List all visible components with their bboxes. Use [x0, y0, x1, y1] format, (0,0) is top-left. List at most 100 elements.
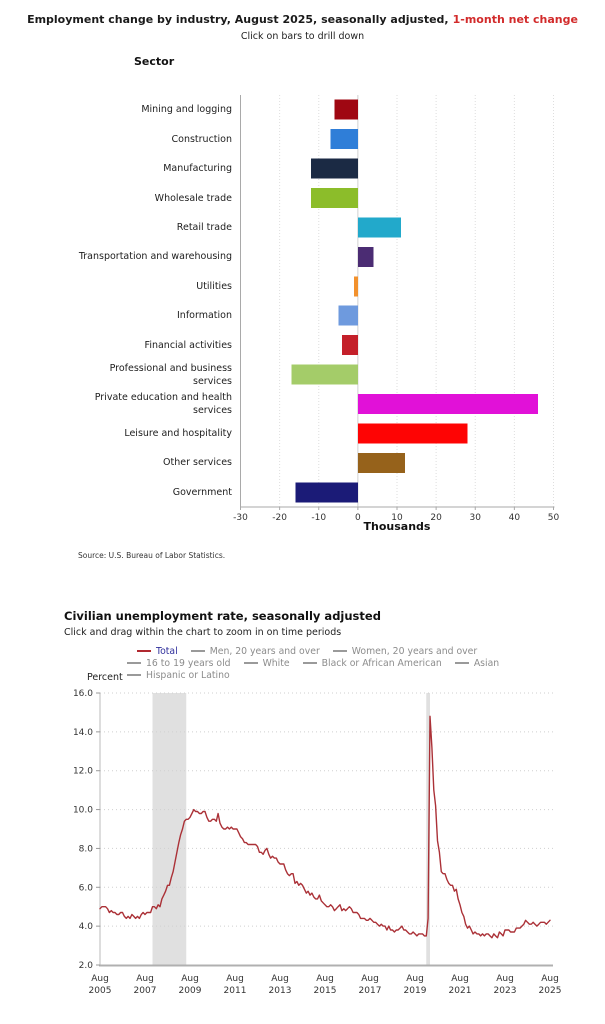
legend-item-hispanic-or-latino[interactable]: Hispanic or Latino — [127, 670, 230, 681]
legend-swatch-icon — [243, 662, 258, 664]
bar-other-services[interactable] — [357, 452, 405, 473]
category-label-mining-and-logging: Mining and logging — [141, 104, 232, 116]
line-chart-subtitle: Click and drag within the chart to zoom … — [64, 627, 342, 638]
y-tick-label: 6.0 — [79, 883, 94, 893]
series-line-total — [99, 715, 551, 939]
y-tick-label: 2.0 — [79, 961, 94, 971]
y-tick-label: 8.0 — [79, 844, 94, 854]
bar-chart-subtitle: Click on bars to drill down — [240, 31, 365, 42]
category-label-government: Government — [172, 486, 232, 498]
x-tick-label-month: Aug — [541, 974, 559, 984]
x-tick-label: 30 — [470, 513, 482, 523]
source-note: Source: U.S. Bureau of Labor Statistics. — [78, 551, 226, 560]
x-tick-label-month: Aug — [361, 974, 379, 984]
x-tick-label-month: Aug — [406, 974, 424, 984]
legend-label: Total — [156, 645, 178, 657]
bar-utilities[interactable] — [353, 276, 358, 297]
legend-item-total[interactable]: Total — [137, 646, 178, 657]
legend-swatch-icon — [454, 662, 469, 664]
x-tick-label: 40 — [509, 513, 521, 523]
category-label-construction: Construction — [171, 133, 233, 145]
legend-swatch-icon — [137, 650, 151, 652]
recession-band — [152, 693, 187, 965]
x-tick-label-year: 2007 — [134, 986, 157, 996]
y-tick-label: 16.0 — [73, 689, 93, 699]
legend-item-men-20-years-and-over[interactable]: Men, 20 years and over — [190, 645, 320, 657]
legend-label: Hispanic or Latino — [146, 669, 230, 681]
x-tick-label-year: 2017 — [359, 986, 382, 996]
bar-chart-plot: -30 -20 -10 0 10 20 30 40 50 — [233, 95, 559, 523]
bar-construction[interactable] — [330, 129, 358, 150]
category-label-wholesale-trade: Wholesale trade — [154, 192, 232, 204]
legend-item-white[interactable]: White — [243, 657, 290, 669]
legend-item-black-or-african-american[interactable]: Black or African American — [302, 657, 442, 669]
y-tick-label: 12.0 — [73, 767, 93, 777]
category-label-professional-and-business-services: Professional and business services — [109, 362, 232, 387]
x-tick-label-year: 2009 — [179, 986, 202, 996]
x-tick-label-month: Aug — [316, 974, 334, 984]
x-tick-label-year: 2005 — [89, 986, 112, 996]
x-tick-label-year: 2025 — [539, 986, 562, 996]
x-tick-label-month: Aug — [496, 974, 514, 984]
legend-item-16-to-19-years-old[interactable]: 16 to 19 years old — [127, 658, 231, 669]
bar-chart-title-highlight: 1-month net change — [452, 13, 578, 26]
recession-band — [426, 693, 430, 965]
bar-private-education-and-health-services[interactable] — [357, 394, 538, 414]
bar-wholesale-trade[interactable] — [310, 188, 358, 208]
legend-swatch-icon — [190, 650, 205, 652]
x-tick-label-month: Aug — [136, 974, 154, 984]
category-label-other-services: Other services — [163, 457, 232, 469]
bar-manufacturing[interactable] — [310, 158, 358, 179]
x-tick-label-year: 2019 — [404, 986, 427, 996]
line-chart-y-axis-title: Percent — [87, 672, 123, 683]
y-tick-label: 14.0 — [73, 728, 93, 738]
bar-government[interactable] — [295, 482, 358, 503]
legend-label: Asian — [473, 657, 500, 669]
legend-swatch-icon — [127, 662, 141, 664]
x-tick-label: -30 — [233, 513, 248, 523]
bar-mining-and-logging[interactable] — [334, 99, 358, 120]
legend-label: Men, 20 years and over — [209, 645, 320, 657]
category-label-leisure-and-hospitality: Leisure and hospitality — [124, 427, 232, 439]
category-label-utilities: Utilities — [196, 280, 232, 292]
bar-professional-and-business-services[interactable] — [291, 364, 358, 385]
x-tick-label-month: Aug — [271, 974, 289, 984]
bar-retail-trade[interactable] — [357, 217, 401, 238]
legend-item-women-20-years-and-over[interactable]: Women, 20 years and over — [332, 645, 478, 657]
line-chart-plot-area[interactable] — [100, 693, 550, 965]
bar-information[interactable] — [338, 305, 358, 326]
x-tick-label-year: 2023 — [494, 986, 517, 996]
legend-item-asian[interactable]: Asian — [454, 657, 500, 669]
x-tick-label: -10 — [311, 513, 326, 523]
x-tick-label: 10 — [391, 513, 403, 523]
legend-label: Women, 20 years and over — [351, 645, 478, 657]
x-tick-label-month: Aug — [181, 974, 199, 984]
x-tick-label-month: Aug — [91, 974, 109, 984]
x-tick-label: 20 — [430, 513, 442, 523]
x-tick-label: 0 — [355, 513, 361, 523]
y-tick-label: 10.0 — [73, 806, 93, 816]
category-label-transportation-and-warehousing: Transportation and warehousing — [78, 251, 232, 263]
category-label-manufacturing: Manufacturing — [163, 163, 232, 175]
category-label-retail-trade: Retail trade — [176, 221, 232, 233]
legend-swatch-icon — [127, 674, 141, 676]
legend-row: Total Men, 20 years and over Women, 20 yea… — [127, 645, 587, 657]
bar-transportation-and-warehousing[interactable] — [357, 246, 374, 267]
bar-leisure-and-hospitality[interactable] — [357, 423, 468, 444]
legend-swatch-icon — [332, 650, 347, 652]
legend-label: 16 to 19 years old — [146, 657, 231, 669]
line-chart-legend: Total Men, 20 years and over Women, 20 yea… — [127, 645, 587, 681]
x-tick-label: -20 — [272, 513, 287, 523]
legend-row: Hispanic or Latino — [127, 669, 587, 681]
bar-chart-y-axis-title: Sector — [134, 55, 175, 68]
legend-label: Black or African American — [321, 657, 442, 669]
legend-row: 16 to 19 years old White Black or African … — [127, 657, 587, 669]
line-chart-plot: 2.0 4.0 6.0 8.0 10.0 12.0 14.0 16.0 Aug 2005 Aug 20… — [73, 689, 562, 996]
x-tick-label-month: Aug — [226, 974, 244, 984]
bar-financial-activities[interactable] — [342, 335, 358, 356]
x-tick-label-year: 2013 — [269, 986, 292, 996]
legend-label: White — [262, 657, 290, 669]
y-tick-label: 4.0 — [79, 922, 94, 932]
